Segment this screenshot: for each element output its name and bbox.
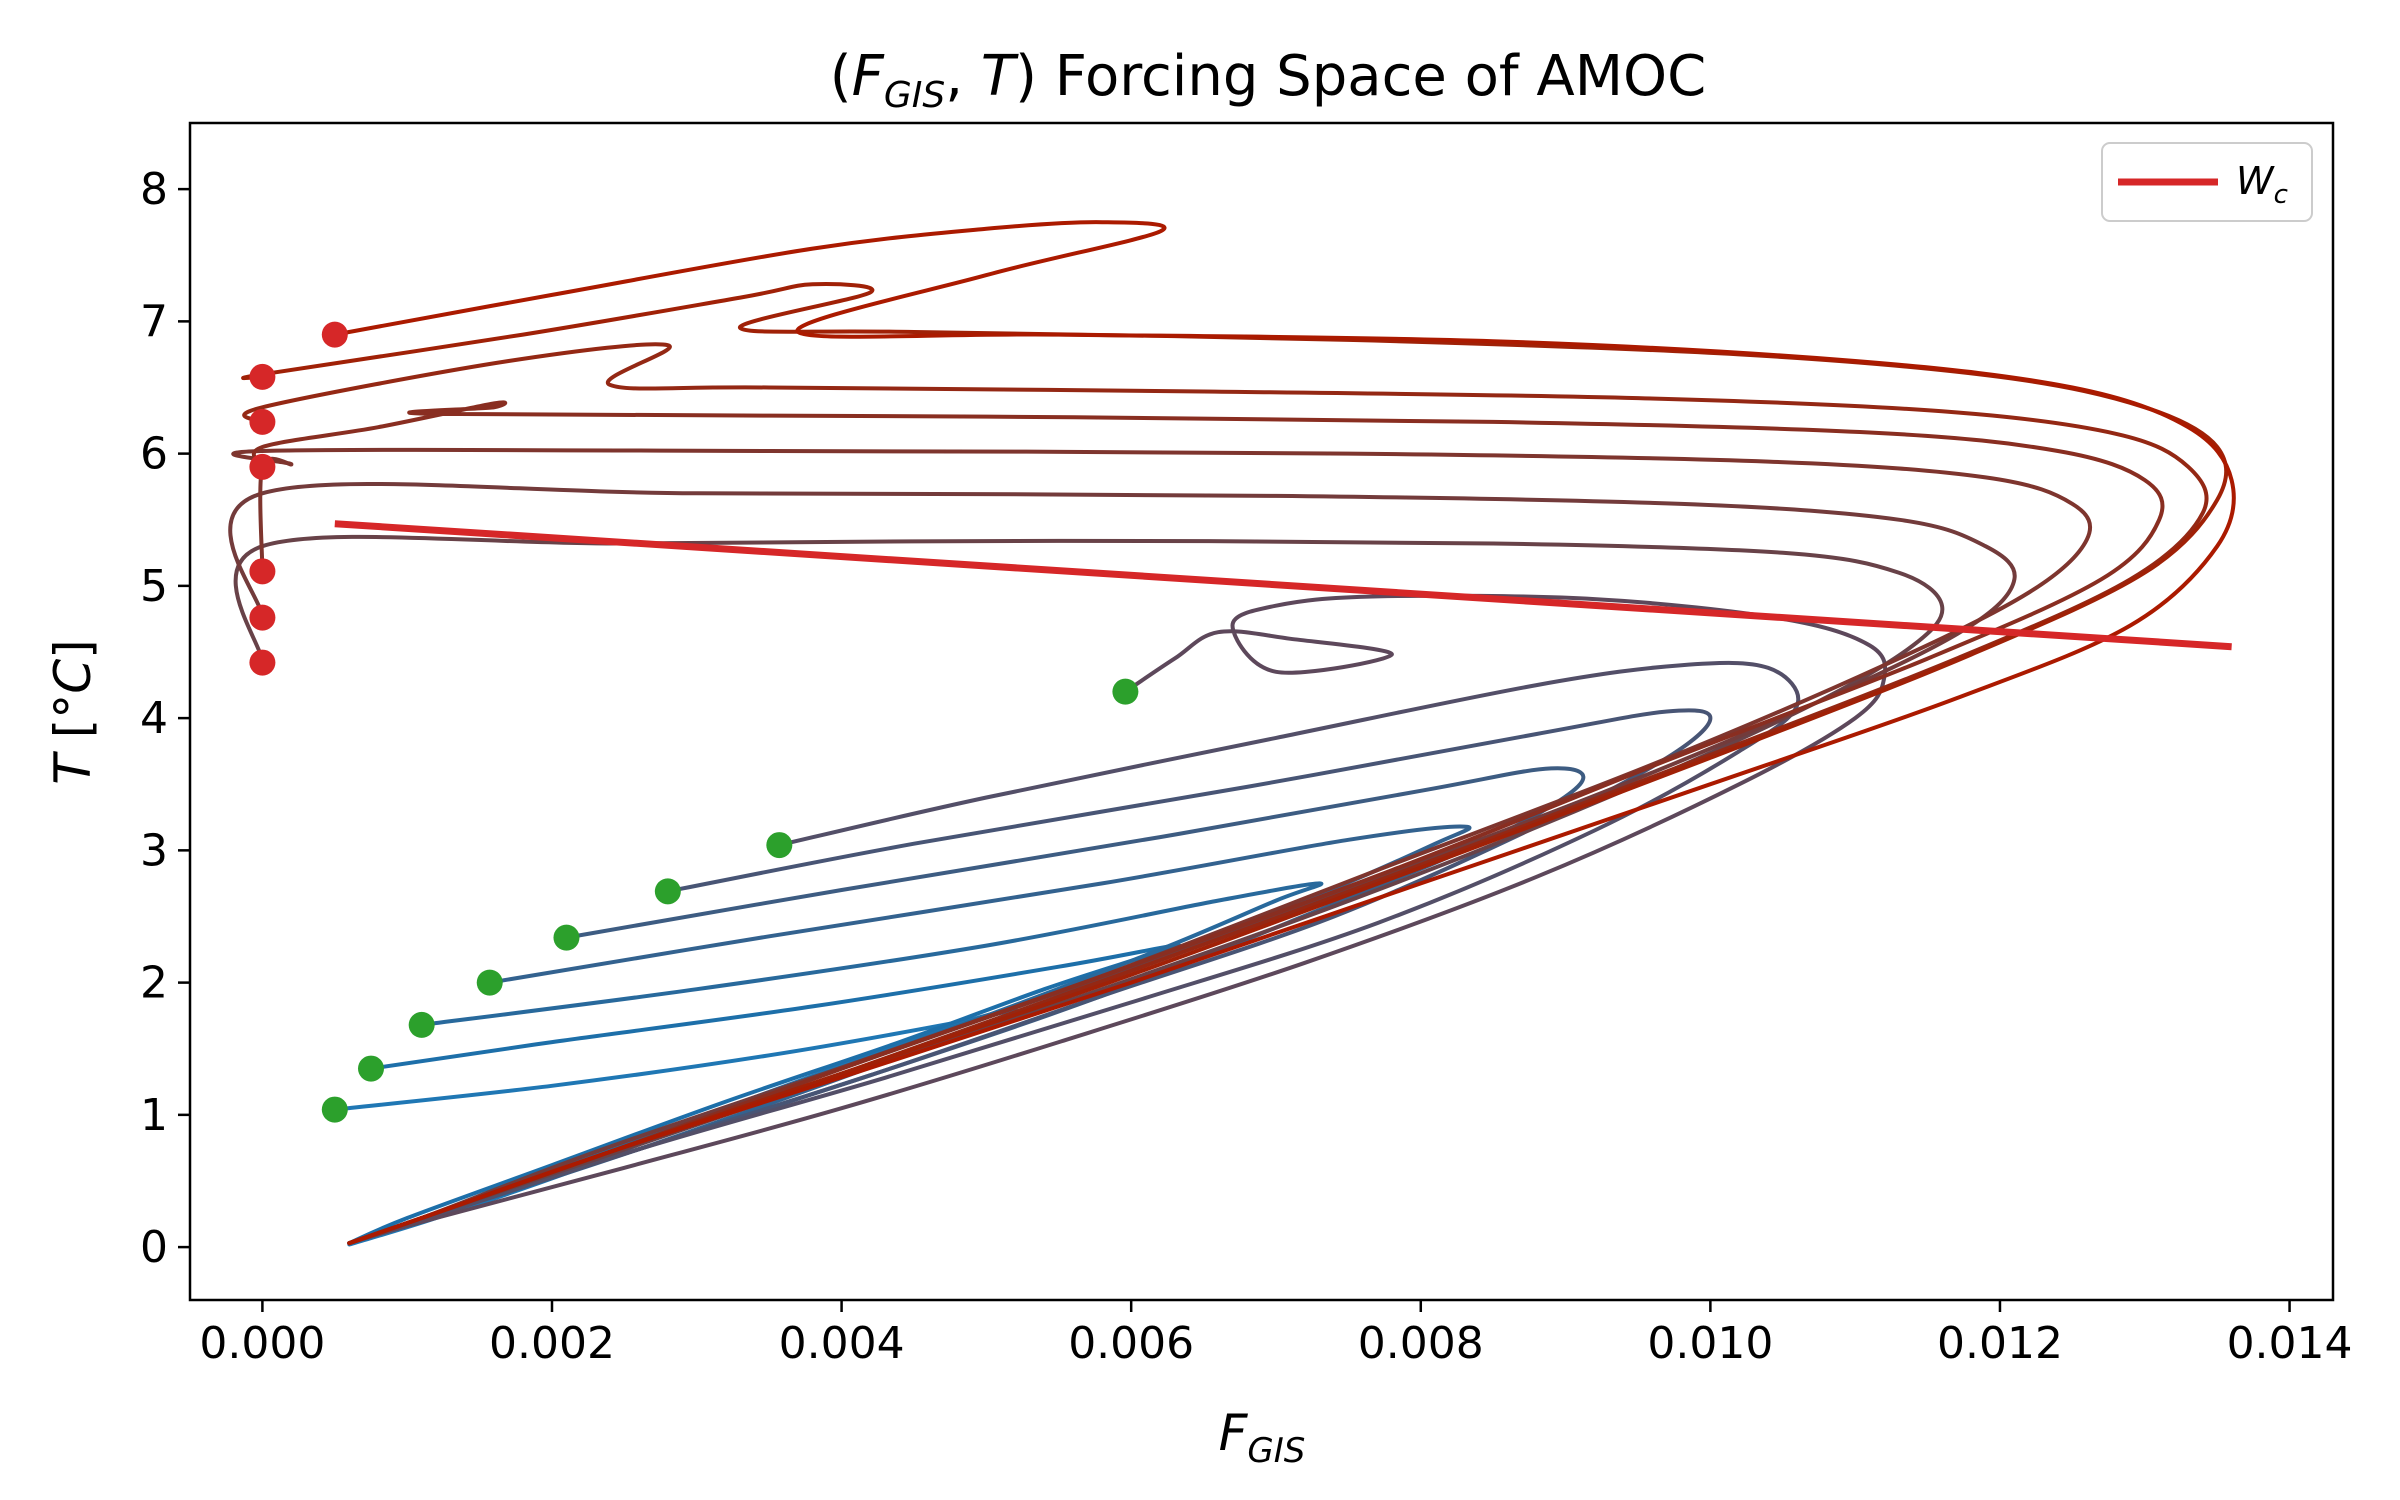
y-tick-label-5: 5 xyxy=(140,561,168,612)
end-marker-4 xyxy=(249,453,276,480)
y-tick-label-2: 2 xyxy=(140,958,168,1009)
start-marker-6 xyxy=(654,878,681,905)
start-marker-3 xyxy=(408,1011,435,1038)
trajectory-line-10 xyxy=(228,482,2017,1246)
y-axis-ticks: 0 1 2 3 4 5 6 7 8 xyxy=(140,164,190,1273)
x-tick-label-0: 0.000 xyxy=(199,1318,325,1369)
trajectory-line-11 xyxy=(231,447,2093,1246)
end-marker-1 xyxy=(249,649,276,676)
wc-threshold-line xyxy=(334,520,2232,651)
marker-group xyxy=(249,321,1139,1123)
y-tick-label-4: 4 xyxy=(140,693,168,744)
trajectory-line-15 xyxy=(332,220,2236,1246)
x-tick-label-6: 0.012 xyxy=(1937,1318,2063,1369)
x-tick-label-4: 0.008 xyxy=(1358,1318,1484,1369)
y-tick-label-1: 1 xyxy=(140,1090,168,1141)
x-tick-label-5: 0.010 xyxy=(1647,1318,1773,1369)
start-marker-8 xyxy=(1112,678,1139,705)
x-axis-label: FGIS xyxy=(1219,1404,1306,1471)
end-marker-6 xyxy=(249,363,276,390)
start-marker-5 xyxy=(553,924,580,951)
end-marker-7 xyxy=(321,321,348,348)
y-tick-label-8: 8 xyxy=(140,164,168,215)
x-tick-label-2: 0.004 xyxy=(779,1318,905,1369)
y-tick-label-7: 7 xyxy=(140,296,168,347)
trajectory-series-group xyxy=(228,220,2236,1247)
chart-title: (FGIS, T) Forcing Space of AMOC xyxy=(830,44,1706,116)
y-tick-label-0: 0 xyxy=(140,1222,168,1273)
trajectory-line-14 xyxy=(241,282,2229,1246)
x-tick-label-1: 0.002 xyxy=(489,1318,615,1369)
start-marker-7 xyxy=(766,832,793,859)
trajectory-line-7 xyxy=(347,660,1801,1246)
start-marker-4 xyxy=(476,969,503,996)
y-tick-label-3: 3 xyxy=(140,825,168,876)
y-tick-label-6: 6 xyxy=(140,429,168,480)
legend: Wc xyxy=(2101,142,2313,222)
end-marker-3 xyxy=(249,558,276,585)
x-tick-label-3: 0.006 xyxy=(1068,1318,1194,1369)
start-marker-2 xyxy=(357,1055,384,1082)
end-marker-2 xyxy=(249,604,276,631)
y-axis-label: T [°C] xyxy=(44,639,102,784)
start-marker-1 xyxy=(321,1096,348,1123)
trajectory-line-13 xyxy=(242,342,2209,1246)
wc-threshold-group xyxy=(334,520,2232,651)
x-axis-ticks: 0.000 0.002 0.004 0.006 0.008 0.010 0.012 0.014 xyxy=(199,1300,2353,1369)
plot-frame xyxy=(188,121,2335,1302)
legend-wc-label: Wc xyxy=(2236,159,2288,210)
trajectory-line-9 xyxy=(233,534,1945,1246)
x-tick-label-7: 0.014 xyxy=(2227,1318,2353,1369)
trajectory-line-12 xyxy=(251,400,2165,1246)
end-marker-5 xyxy=(249,408,276,435)
